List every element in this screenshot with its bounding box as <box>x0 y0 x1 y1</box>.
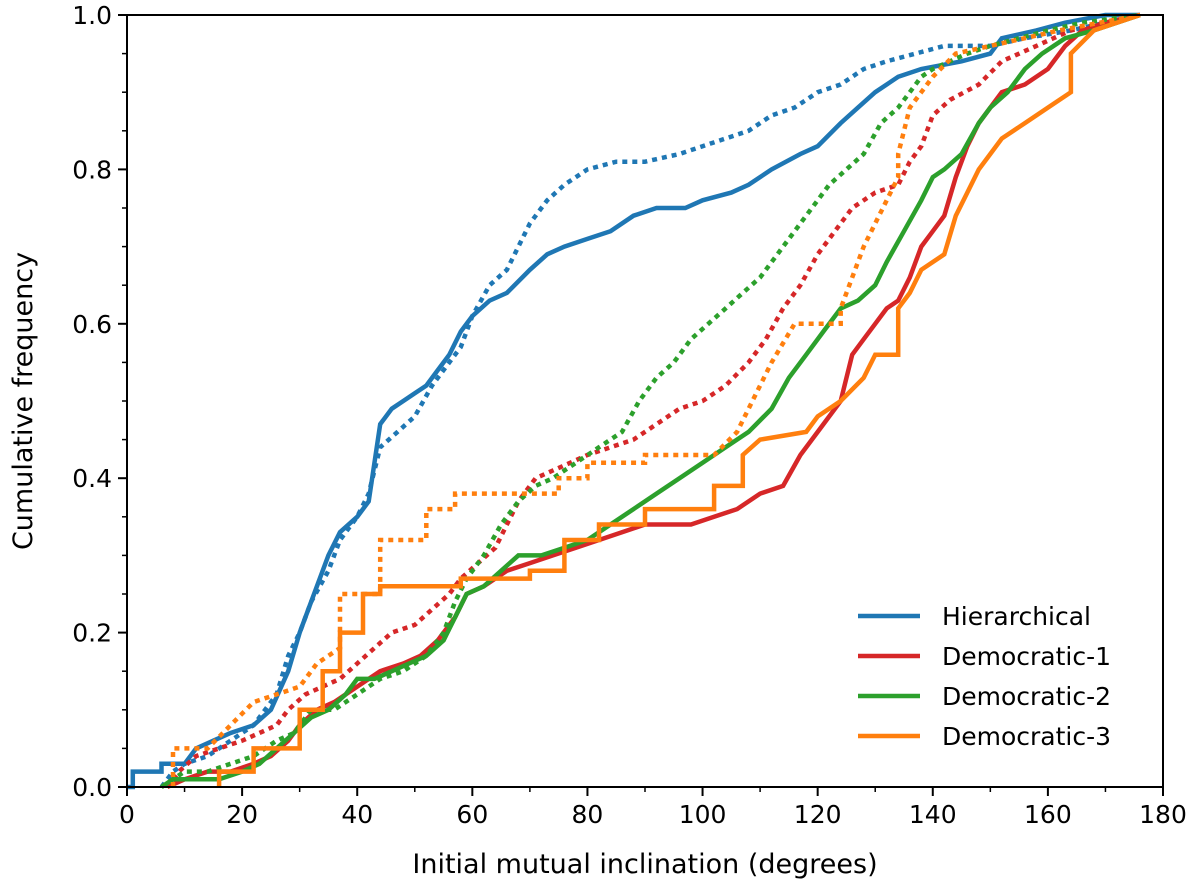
x-tick-label: 80 <box>572 800 604 829</box>
ticks-layer: 0 20 40 60 80 100 120 140 160 180 0.0 0.2 0.4 0.6 0.8 1… <box>72 1 1187 829</box>
x-tick-label: 100 <box>679 800 727 829</box>
x-tick-label: 20 <box>226 800 258 829</box>
legend-label: Democratic-1 <box>942 642 1111 671</box>
y-tick-label: 0.4 <box>72 464 112 493</box>
x-axis-label: Initial mutual inclination (degrees) <box>412 849 877 880</box>
legend-label: Democratic-2 <box>942 682 1111 711</box>
x-tick-label: 60 <box>456 800 488 829</box>
series-line-4 <box>160 12 1141 789</box>
y-tick-label: 1.0 <box>72 1 112 30</box>
x-tick-label: 160 <box>1024 800 1072 829</box>
x-tick-label: 120 <box>794 800 842 829</box>
legend: Hierarchical Democratic-1 Democratic-2 Demo… <box>858 602 1111 751</box>
y-tick-label: 0.8 <box>72 155 112 184</box>
series-line-7 <box>170 12 1141 787</box>
legend-label: Democratic-3 <box>942 722 1111 751</box>
y-tick-label: 0.6 <box>72 310 112 339</box>
y-tick-label: 0.0 <box>72 773 112 802</box>
series-layer <box>127 12 1141 790</box>
series-line-6 <box>216 12 1141 787</box>
series-line-2 <box>166 12 1141 790</box>
legend-label: Hierarchical <box>942 602 1091 631</box>
series-line-1 <box>159 12 1141 789</box>
series-line-3 <box>165 12 1141 789</box>
x-tick-label: 140 <box>909 800 957 829</box>
series-line-5 <box>160 12 1141 789</box>
x-tick-label: 40 <box>341 800 373 829</box>
y-tick-label: 0.2 <box>72 619 112 648</box>
y-axis-label: Cumulative frequency <box>8 252 39 550</box>
x-tick-label: 180 <box>1139 800 1187 829</box>
x-tick-label: 0 <box>119 800 135 829</box>
plot-frame <box>126 14 1164 788</box>
series-line-0 <box>127 12 1140 790</box>
